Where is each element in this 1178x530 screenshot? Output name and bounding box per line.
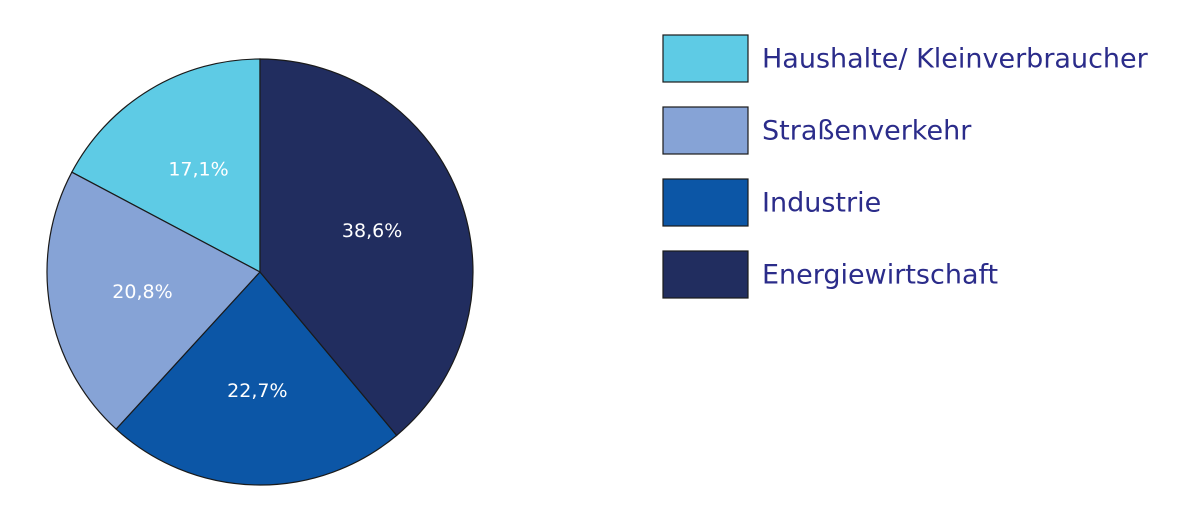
value-label: 20,8% — [112, 281, 172, 303]
legend-text: Industrie — [762, 188, 881, 219]
pie-slice — [71, 58, 261, 273]
pie-slice — [259, 58, 474, 437]
legend-swatch — [662, 106, 749, 155]
legend-text: Energiewirtschaft — [762, 260, 998, 291]
legend-swatch — [662, 250, 749, 299]
value-label: 17,1% — [168, 158, 228, 180]
pie-slice — [46, 171, 261, 430]
value-label: 38,6% — [342, 220, 402, 242]
legend-text: Haushalte/ Kleinverbraucher — [762, 44, 1149, 75]
legend-swatch — [662, 34, 749, 83]
value-label: 22,7% — [227, 380, 287, 402]
pie-slice — [115, 271, 398, 486]
legend-swatch — [662, 178, 749, 227]
legend-text: Straßenverkehr — [762, 116, 972, 147]
